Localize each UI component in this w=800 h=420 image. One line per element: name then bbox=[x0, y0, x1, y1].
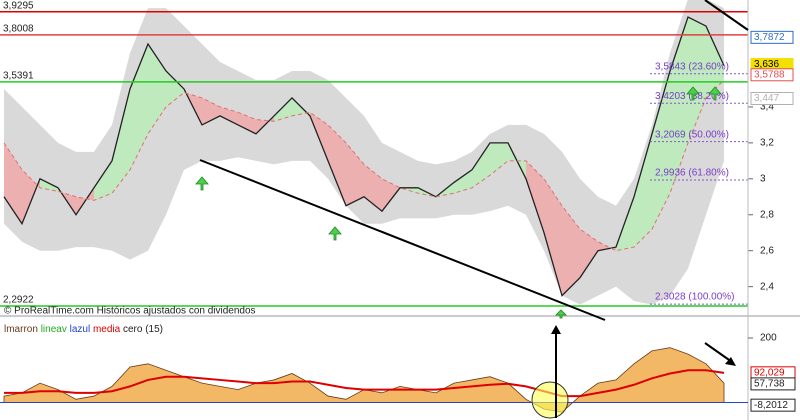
up-arrow bbox=[195, 176, 209, 191]
y-tick-label: 3,4 bbox=[760, 102, 774, 113]
trend-fill bbox=[562, 205, 580, 296]
value-tag-label: 57,738 bbox=[754, 379, 785, 390]
trend-fill bbox=[580, 229, 598, 278]
trend-fill bbox=[634, 133, 652, 248]
trend-line bbox=[199, 159, 606, 321]
y-tick-label: 200 bbox=[760, 333, 777, 344]
arrow-head bbox=[551, 325, 561, 334]
fib-label: 2,3028 (100.00%) bbox=[655, 292, 735, 303]
legend-item: lmarron bbox=[4, 324, 38, 335]
series-line bbox=[3, 79, 725, 252]
y-tick-label: 2,8 bbox=[760, 209, 774, 220]
watermark: © ProRealTime.com Históricos ajustados c… bbox=[4, 306, 256, 317]
trend-fill bbox=[670, 17, 688, 194]
price-tag bbox=[750, 30, 794, 44]
trend-fill bbox=[472, 142, 490, 188]
y-tick-label: 2,4 bbox=[760, 281, 774, 292]
price-tag bbox=[750, 91, 794, 105]
price-tag bbox=[750, 68, 794, 82]
series-line bbox=[4, 369, 725, 398]
y-tick-label: 3,2 bbox=[760, 138, 774, 149]
arrow-line bbox=[704, 342, 733, 363]
trend-fill bbox=[148, 44, 166, 134]
legend-item: media bbox=[93, 324, 121, 335]
trend-fill bbox=[652, 70, 670, 230]
trend-fill bbox=[526, 160, 544, 233]
trend-fill bbox=[490, 142, 508, 176]
trend-fill bbox=[454, 169, 472, 194]
trend-fill bbox=[112, 88, 130, 194]
up-arrow bbox=[708, 86, 722, 101]
trend-fill bbox=[688, 17, 706, 143]
trend-fill bbox=[202, 97, 220, 125]
value-tag-label: -8,2012 bbox=[754, 400, 788, 411]
up-arrow bbox=[555, 309, 567, 319]
legend-item: cero (15) bbox=[123, 324, 163, 335]
value-tag bbox=[750, 398, 796, 412]
value-tag bbox=[750, 377, 796, 391]
trend-fill bbox=[706, 26, 724, 98]
highlight-circle bbox=[531, 381, 569, 419]
trend-fill bbox=[238, 112, 256, 134]
fib-label: 3,5843 (23.60%) bbox=[655, 61, 729, 72]
fib-label: 3,2069 (50.00%) bbox=[655, 129, 729, 140]
price-tag-label: 3,447 bbox=[754, 93, 779, 104]
fib-label: 2,9936 (61.80%) bbox=[655, 168, 729, 179]
legend: lmarron lineav lazul media cero (15) bbox=[4, 324, 163, 335]
trend-fill bbox=[328, 124, 346, 206]
y-tick-label: 2,6 bbox=[760, 245, 774, 256]
trend-fill bbox=[364, 164, 382, 212]
price-panel: 2,4 2,6 2,8 3 3,2 3,4 3,9295 3,8008 3,5391 2,2922… bbox=[0, 0, 794, 307]
level-label: 2,2922 bbox=[3, 295, 34, 306]
trend-line bbox=[704, 0, 749, 31]
trend-fill bbox=[382, 178, 400, 212]
arrow-head bbox=[725, 357, 736, 366]
level-label: 3,5391 bbox=[3, 71, 34, 82]
area bbox=[3, 347, 725, 413]
value-tag-label: 92,029 bbox=[754, 367, 785, 378]
price-tag-label: 3,7872 bbox=[754, 32, 785, 43]
trend-fill bbox=[130, 44, 148, 170]
trend-fill bbox=[40, 178, 58, 192]
price-tag-label: 3,636 bbox=[754, 59, 779, 70]
plot bbox=[3, 0, 725, 305]
trend-fill bbox=[274, 97, 292, 122]
trend-fill bbox=[346, 142, 364, 206]
level-label: 3,8008 bbox=[3, 24, 34, 35]
arrows bbox=[195, 86, 722, 319]
legend-item: lineav bbox=[41, 324, 67, 335]
level-label: 3,9295 bbox=[3, 0, 34, 11]
series-line bbox=[3, 16, 725, 297]
up-arrow bbox=[328, 226, 342, 241]
legend-item: lazul bbox=[70, 324, 91, 335]
y-tick-label: 3 bbox=[760, 173, 766, 184]
trend-fill bbox=[166, 70, 184, 107]
up-arrow bbox=[686, 86, 700, 101]
price-tag-label: 3,5788 bbox=[754, 69, 785, 80]
trend-fill bbox=[94, 160, 112, 201]
trend-fill bbox=[544, 178, 562, 296]
